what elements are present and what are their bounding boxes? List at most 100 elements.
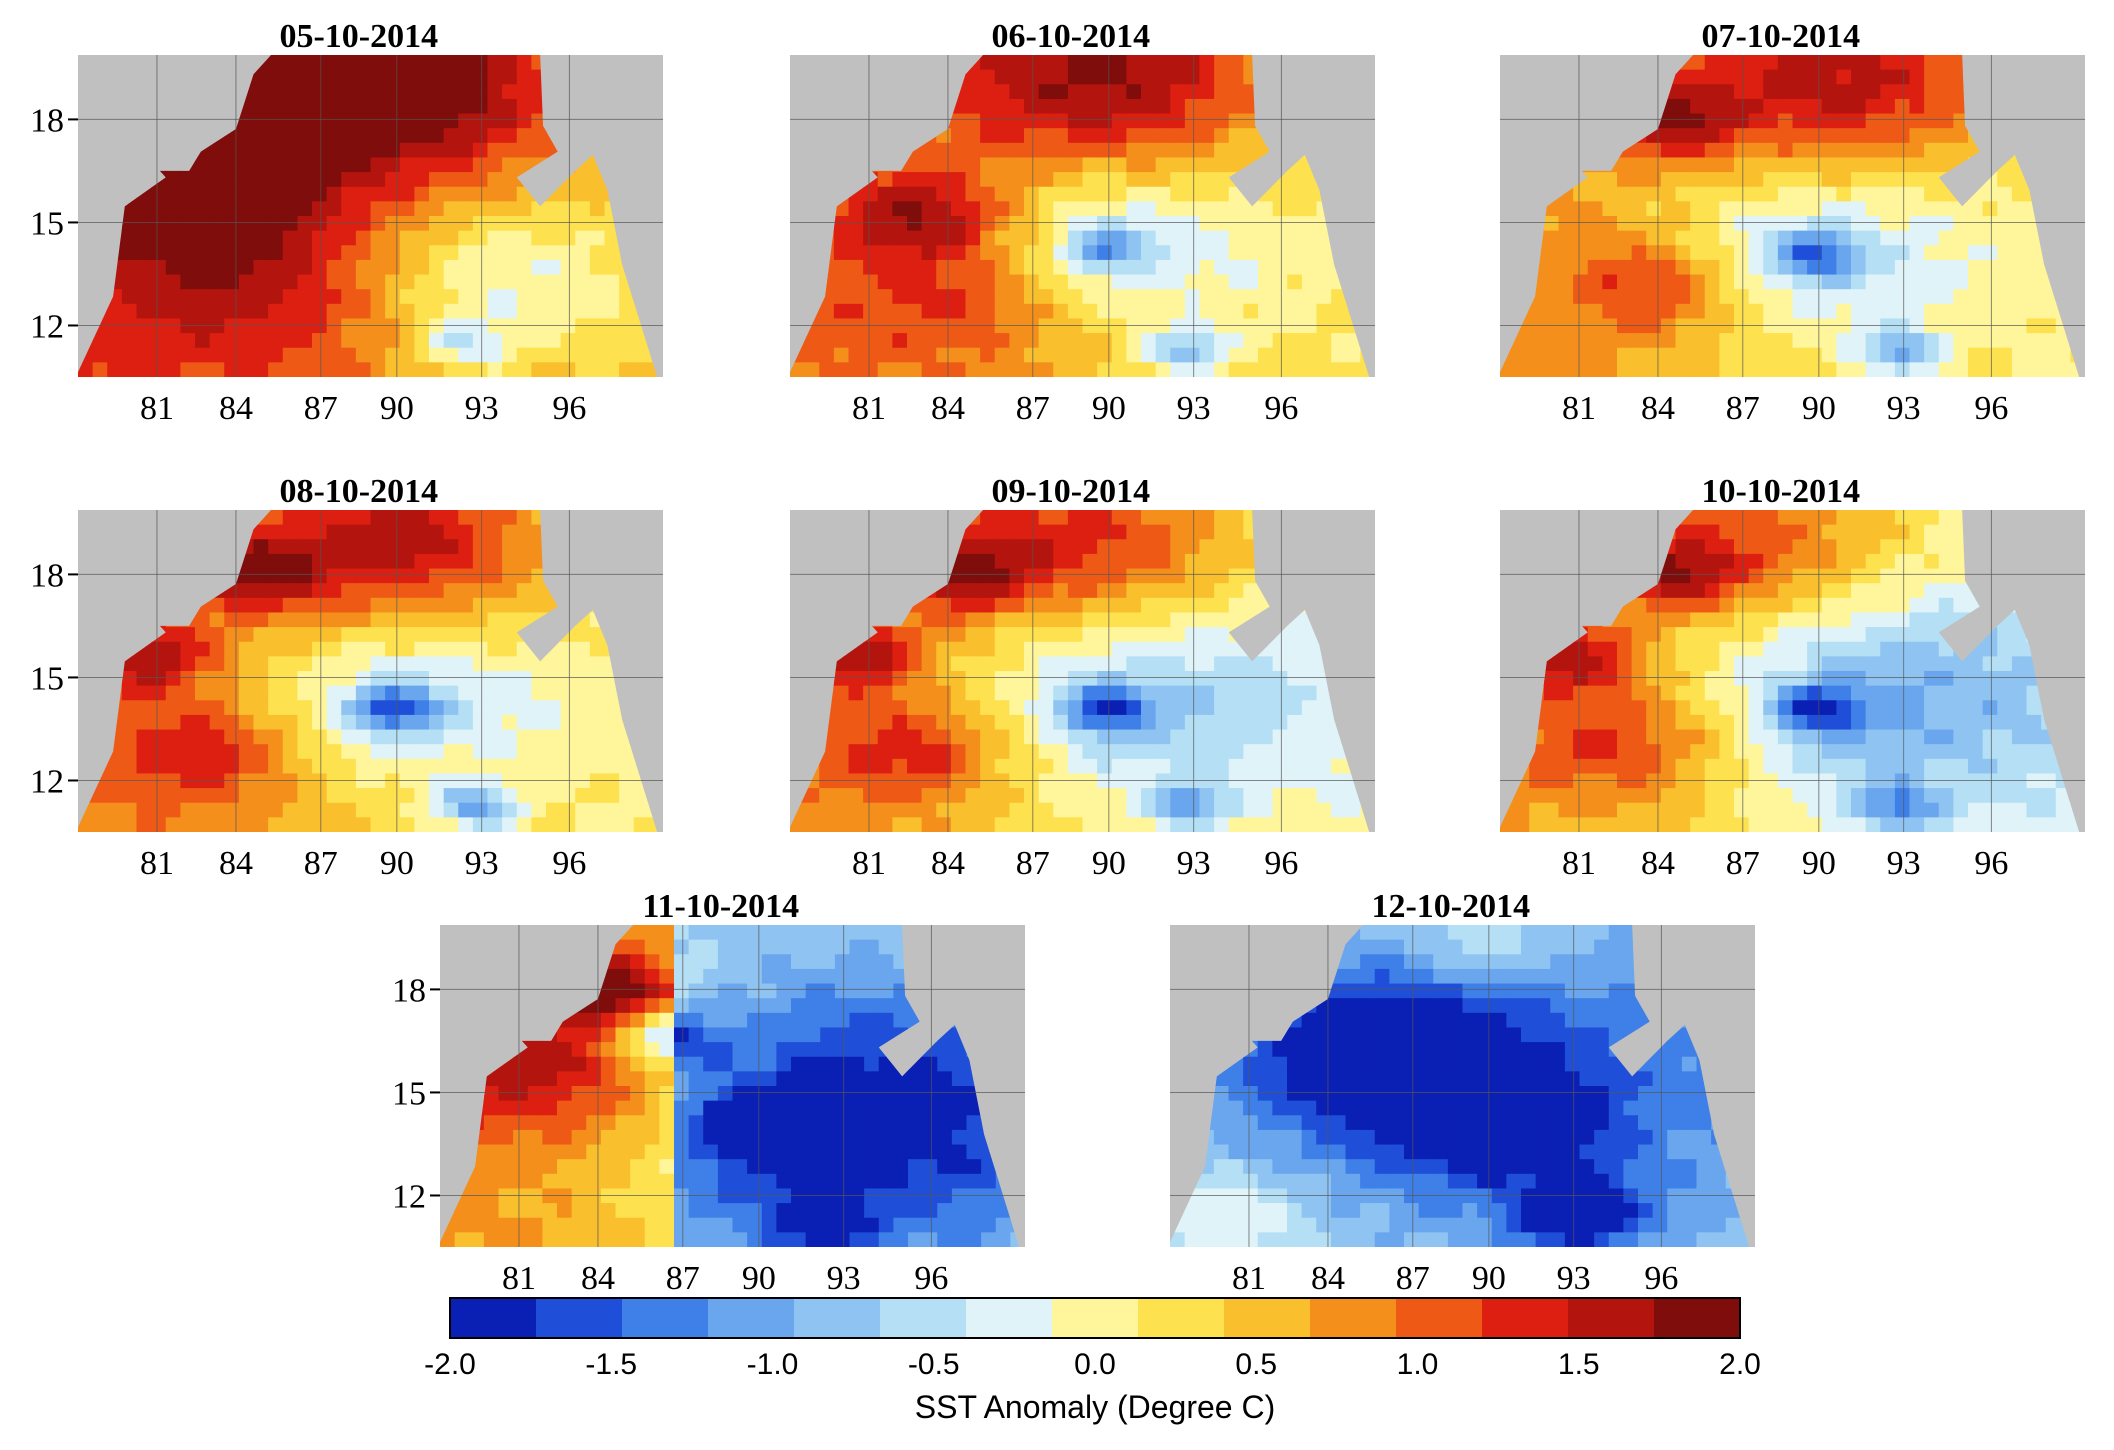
anomaly-cell [341,216,356,231]
anomaly-cell [1097,686,1112,701]
anomaly-cell [849,744,864,759]
anomaly-cell [1793,803,1808,818]
anomaly-cell [951,686,966,701]
anomaly-cell [356,744,371,759]
anomaly-cell [1141,539,1156,554]
anomaly-cell [1676,598,1691,613]
anomaly-cell [371,803,386,818]
anomaly-cell [1602,304,1617,319]
anomaly-cell [1734,231,1749,246]
anomaly-cell [371,245,386,260]
anomaly-cell [385,231,400,246]
anomaly-cell [122,318,137,333]
anomaly-cell [1705,817,1720,832]
anomaly-cell [268,788,283,803]
anomaly-cell [151,333,166,348]
anomaly-cell [1910,187,1925,202]
anomaly-cell [995,715,1010,730]
anomaly-cell [1778,157,1793,172]
anomaly-cell [1983,216,1998,231]
anomaly-cell [1544,803,1559,818]
anomaly-cell [444,289,459,304]
anomaly-cell [1009,744,1024,759]
anomaly-cell [1807,612,1822,627]
anomaly-cell [1924,99,1939,114]
anomaly-cell [1009,554,1024,569]
anomaly-cell [546,817,561,832]
anomaly-cell [878,759,893,774]
anomaly-cell [1953,143,1968,158]
anomaly-cell [1185,715,1200,730]
anomaly-cell [1083,275,1098,290]
anomaly-cell [590,348,605,363]
anomaly-cell [312,715,327,730]
anomaly-cell [1705,260,1720,275]
anomaly-cell [371,759,386,774]
anomaly-cell [517,333,532,348]
anomaly-cell [1793,84,1808,99]
anomaly-cell [1866,260,1881,275]
anomaly-cell [1749,773,1764,788]
anomaly-cell [268,231,283,246]
anomaly-cell [1317,803,1332,818]
anomaly-cell [834,730,849,745]
anomaly-cell [1676,157,1691,172]
anomaly-cell [1690,612,1705,627]
anomaly-cell [151,788,166,803]
anomaly-cell [1778,656,1793,671]
anomaly-cell [166,627,181,642]
anomaly-cell [458,554,473,569]
anomaly-cell [2041,348,2056,363]
anomaly-cell [400,289,415,304]
anomaly-cell [1200,70,1215,85]
anomaly-cell [1302,788,1317,803]
anomaly-cell [1939,260,1954,275]
anomaly-cell [312,598,327,613]
anomaly-cell [1646,304,1661,319]
anomaly-cell [1734,803,1749,818]
anomaly-cell [1317,700,1332,715]
anomaly-cell [151,686,166,701]
anomaly-cell [531,128,546,143]
anomaly-cell [1170,539,1185,554]
anomaly-cell [400,700,415,715]
anomaly-cell [966,686,981,701]
anomaly-cell [1287,730,1302,745]
anomaly-cell [341,318,356,333]
anomaly-cell [385,201,400,216]
anomaly-cell [1836,348,1851,363]
anomaly-cell [1053,99,1068,114]
anomaly-cell [283,157,298,172]
anomaly-cell [546,803,561,818]
anomaly-cell [414,348,429,363]
anomaly-cell [1822,539,1837,554]
anomaly-cell [1793,275,1808,290]
anomaly-cell [1939,216,1954,231]
anomaly-cell [936,642,951,657]
anomaly-cell [180,216,195,231]
anomaly-cell [1258,245,1273,260]
anomaly-cell [1126,70,1141,85]
anomaly-cell [1749,245,1764,260]
anomaly-cell [1053,275,1068,290]
anomaly-cell [195,773,210,788]
anomaly-cell [1866,201,1881,216]
anomaly-cell [966,554,981,569]
anomaly-cell [1097,612,1112,627]
anomaly-cell [297,715,312,730]
anomaly-cell [936,362,951,377]
anomaly-cell [151,744,166,759]
anomaly-cell [1170,304,1185,319]
anomaly-cell [834,715,849,730]
anomaly-cell [1646,730,1661,745]
anomaly-cell [1705,539,1720,554]
anomaly-cell [385,788,400,803]
anomaly-cell [1807,231,1822,246]
anomaly-cell [502,788,517,803]
anomaly-cell [1822,348,1837,363]
anomaly-cell [1749,744,1764,759]
anomaly-cell [966,744,981,759]
anomaly-cell [1632,143,1647,158]
anomaly-cell [488,817,503,832]
anomaly-cell [1317,245,1332,260]
